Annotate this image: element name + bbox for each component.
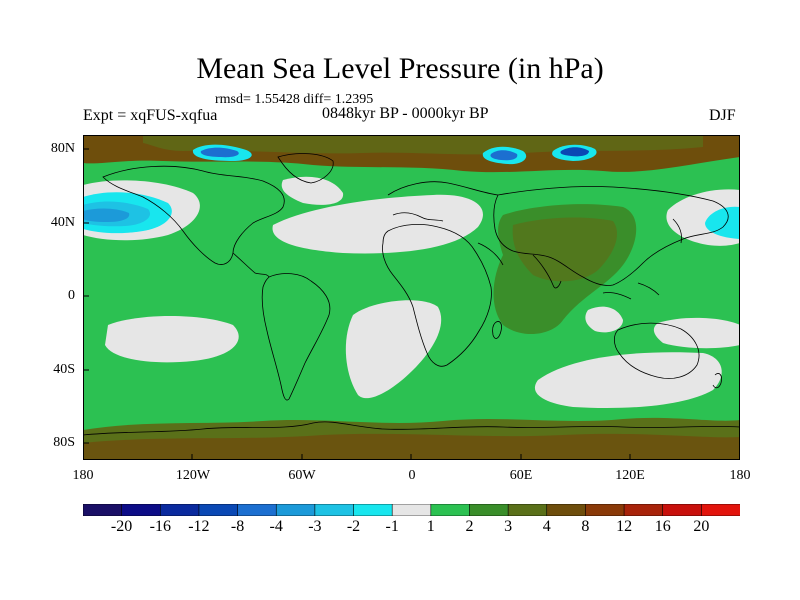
colorbar-swatch [430,504,471,516]
southern-grey-region [534,352,722,409]
lat-label-40s: 40S [53,362,75,377]
colorbar-swatch [159,504,200,516]
colorbar-swatch [507,504,548,516]
lat-label-40n: 40N [50,215,75,230]
colorbar-label: -12 [188,518,210,535]
colorbar-label: 20 [693,518,710,535]
experiment-label: Expt = xqFUS-xqfua [83,107,218,124]
colorbar-label: -4 [269,518,283,535]
colorbar-swatch [546,504,587,516]
colorbar-swatch [275,504,316,516]
colorbar-swatch [469,504,509,516]
colorbar-label: -3 [308,518,322,535]
lon-label-60w: 60W [288,468,316,483]
lat-label-80s: 80S [53,435,75,450]
colorbar-swatch [314,504,355,516]
axis-ticks [83,148,631,460]
lon-label-120w: 120W [175,468,211,483]
colorbar [83,504,740,516]
colorbar-swatch [701,504,740,516]
colorbar-label: 2 [465,518,474,535]
colorbar-label: -2 [346,518,361,535]
colorbar-label: 3 [504,518,513,535]
colorbar-label: 12 [616,518,633,535]
lon-label-180-right: 180 [729,468,751,483]
colorbar-label: 8 [581,518,590,535]
lon-label-120e: 120E [615,468,645,483]
lat-label-0: 0 [68,288,75,303]
colorbar-label: 4 [542,518,551,535]
season-label: DJF [709,107,736,124]
colorbar-swatch [585,504,625,516]
colorbar-swatch [662,504,702,516]
atlantic-grey-region [272,194,483,254]
lon-label-180-left: 180 [72,468,94,483]
colorbar-swatch [237,504,277,516]
colorbar-swatch [198,504,239,516]
pressure-map [83,135,740,460]
colorbar-swatch [391,504,432,516]
map-title: Mean Sea Level Pressure (in hPa) [196,52,604,85]
period-label: 0848kyr BP - 0000kyr BP [322,105,489,122]
coastlines [83,153,740,436]
lat-label-80n: 80N [50,141,75,156]
colorbar-label: -16 [149,518,171,535]
lon-label-60e: 60E [509,468,533,483]
colorbar-swatch [83,504,123,516]
colorbar-label: -20 [110,518,133,535]
colorbar-swatch [623,504,664,516]
colorbar-label: -8 [230,518,245,535]
colorbar-swatch [121,504,161,516]
lon-label-0: 0 [408,468,416,483]
field-background [83,135,740,460]
colorbar-swatch [353,504,393,516]
colorbar-label: -1 [385,518,399,535]
colorbar-label: 1 [426,518,435,535]
stats-text: rmsd= 1.55428 diff= 1.2395 [215,92,374,107]
colorbar-label: 16 [654,518,671,535]
